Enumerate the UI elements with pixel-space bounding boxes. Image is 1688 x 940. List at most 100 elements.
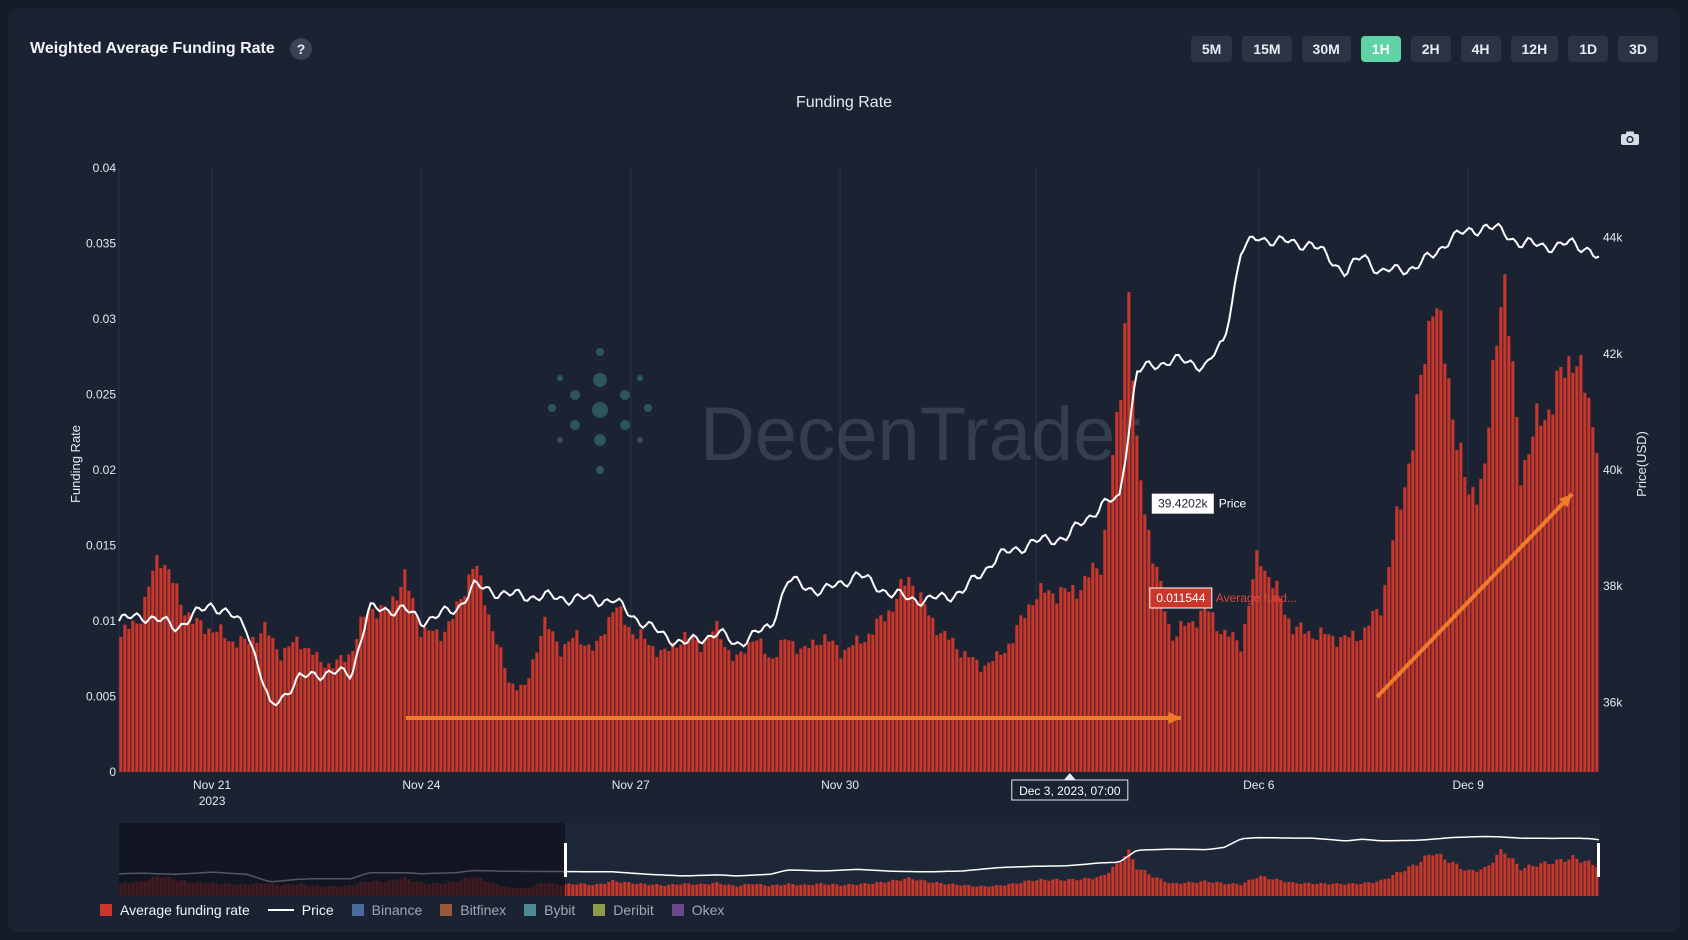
- funding-bar: [275, 649, 279, 772]
- funding-bar: [723, 647, 727, 772]
- page-title: Weighted Average Funding Rate: [30, 40, 275, 57]
- range-slider-bar: [911, 879, 915, 896]
- timeframe-4h-button[interactable]: 4H: [1460, 36, 1501, 62]
- range-slider-bar: [611, 879, 615, 896]
- funding-bar: [1543, 420, 1547, 772]
- range-slider-bar: [1315, 884, 1319, 896]
- timeframe-30m-button[interactable]: 30M: [1301, 36, 1351, 62]
- funding-bar: [1195, 627, 1199, 772]
- legend-item-price[interactable]: Price: [267, 902, 334, 918]
- range-slider-bar: [1403, 871, 1407, 896]
- watermark-dot: [596, 466, 604, 474]
- funding-bar: [279, 660, 283, 772]
- funding-bar: [1023, 618, 1027, 772]
- funding-bar: [879, 615, 883, 772]
- legend-item-bybit[interactable]: Bybit: [524, 902, 575, 918]
- funding-bar: [399, 586, 403, 772]
- funding-bar: [1055, 603, 1059, 772]
- range-slider-left-handle[interactable]: [564, 843, 567, 877]
- legend-item-okex[interactable]: Okex: [671, 902, 724, 918]
- funding-bar: [659, 650, 663, 772]
- range-slider-bar: [983, 885, 987, 896]
- funding-bar: [675, 647, 679, 772]
- funding-bar: [1099, 574, 1103, 772]
- funding-bar: [379, 605, 383, 772]
- timeframe-3d-button[interactable]: 3D: [1618, 36, 1658, 62]
- range-slider-bar: [1043, 879, 1047, 896]
- range-slider-bar: [1143, 870, 1147, 896]
- legend-item-deribit[interactable]: Deribit: [593, 902, 654, 918]
- range-slider-bar: [1191, 882, 1195, 896]
- range-slider-bar: [647, 885, 651, 896]
- range-slider-bar: [1379, 879, 1383, 896]
- funding-bar: [171, 582, 175, 772]
- timeframe-15m-button[interactable]: 15M: [1242, 36, 1292, 62]
- funding-bar: [799, 648, 803, 772]
- funding-bar: [387, 609, 391, 772]
- range-slider-bar: [1375, 881, 1379, 896]
- funding-bar: [1447, 378, 1451, 772]
- range-slider-bar: [1139, 869, 1143, 896]
- range-slider-bar: [739, 885, 743, 896]
- funding-bar: [1027, 604, 1031, 772]
- range-slider-bar: [575, 884, 579, 896]
- funding-bar: [183, 615, 187, 772]
- funding-bar: [283, 647, 287, 772]
- funding-bar: [583, 645, 587, 772]
- funding-bar: [1075, 598, 1079, 772]
- funding-bar: [1315, 639, 1319, 772]
- range-slider-bar: [955, 884, 959, 896]
- range-slider[interactable]: [118, 823, 1600, 896]
- range-slider-bar: [895, 880, 899, 896]
- legend-item-bitfinex[interactable]: Bitfinex: [440, 902, 506, 918]
- camera-icon[interactable]: [1620, 130, 1640, 146]
- timeframe-2h-button[interactable]: 2H: [1410, 36, 1451, 62]
- range-slider-bar: [735, 886, 739, 896]
- funding-bar: [939, 633, 943, 772]
- range-slider-bar: [995, 885, 999, 896]
- funding-bar: [515, 690, 519, 772]
- legend-item-binance[interactable]: Binance: [351, 902, 422, 918]
- funding-bar: [1115, 411, 1119, 772]
- timeframe-1d-button[interactable]: 1D: [1568, 36, 1609, 62]
- funding-bar: [1039, 583, 1043, 772]
- range-slider-bar: [863, 883, 867, 896]
- legend-item-average-funding-rate[interactable]: Average funding rate: [100, 902, 250, 918]
- funding-bar: [135, 623, 139, 772]
- funding-bar: [347, 654, 351, 772]
- funding-bar: [499, 647, 503, 772]
- funding-bar: [1095, 568, 1099, 772]
- range-slider-bar: [883, 882, 887, 896]
- range-slider-bar: [1463, 870, 1467, 896]
- range-slider-bar: [923, 880, 927, 896]
- timeframe-12h-button[interactable]: 12H: [1510, 36, 1559, 62]
- range-slider-right-handle[interactable]: [1597, 843, 1600, 877]
- range-slider-bar: [1367, 882, 1371, 896]
- range-slider-bar: [723, 884, 727, 896]
- funding-bar: [775, 656, 779, 772]
- funding-bar: [1527, 454, 1531, 772]
- help-icon[interactable]: ?: [290, 38, 312, 60]
- range-slider-bar: [1035, 880, 1039, 896]
- watermark-dot: [637, 437, 643, 443]
- x-tick-label: Nov 24: [402, 778, 440, 792]
- range-slider-bar: [951, 883, 955, 896]
- funding-bar: [827, 641, 831, 772]
- range-slider-bar: [971, 886, 975, 896]
- funding-bar: [631, 634, 635, 772]
- funding-bar: [803, 645, 807, 772]
- range-slider-bar: [1187, 881, 1191, 896]
- funding-bar: [1235, 640, 1239, 772]
- range-slider-bar: [1459, 868, 1463, 896]
- timeframe-5m-button[interactable]: 5M: [1190, 36, 1233, 62]
- range-slider-bar: [1467, 869, 1471, 896]
- funding-bar: [1087, 577, 1091, 772]
- funding-bar: [1515, 416, 1519, 772]
- range-slider-bar: [675, 884, 679, 896]
- funding-bar: [835, 645, 839, 772]
- funding-bar: [807, 647, 811, 772]
- range-slider-bar: [1031, 881, 1035, 896]
- chart-title: Funding Rate: [796, 94, 892, 111]
- range-slider-bar: [939, 883, 943, 896]
- timeframe-1h-button[interactable]: 1H: [1360, 36, 1401, 62]
